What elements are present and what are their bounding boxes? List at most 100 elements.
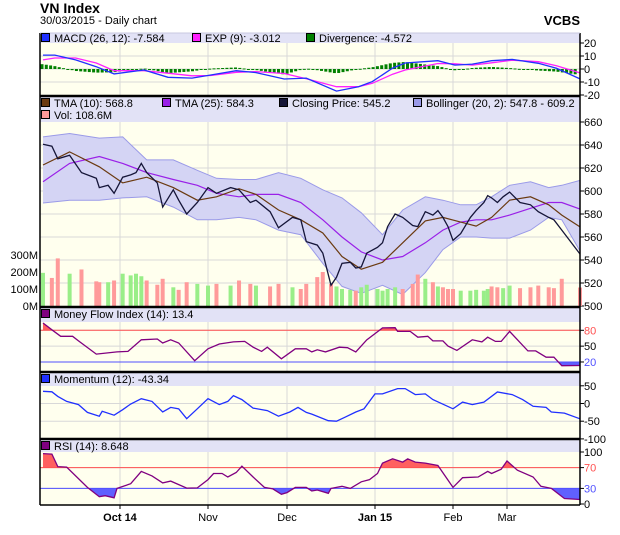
divergence-bar: [513, 68, 517, 70]
divergence-bar: [156, 69, 160, 72]
x-tick-label: Dec: [277, 512, 297, 524]
y-tick-label: -100: [584, 434, 606, 446]
volume-bar: [445, 289, 450, 306]
divergence-bar: [427, 65, 431, 69]
divergence-bar: [483, 67, 487, 69]
legend-swatch: [162, 98, 171, 107]
volume-bar: [353, 290, 358, 306]
momentum-plot-area: [40, 386, 580, 439]
rsi-line: [42, 452, 581, 501]
volume-bar: [481, 290, 486, 306]
y-tick-label: 0: [584, 64, 590, 76]
volume-bar: [106, 282, 111, 306]
mfi-oversold-fill: [558, 361, 580, 366]
divergence-bar: [92, 69, 96, 73]
volume-bar: [40, 272, 45, 306]
divergence-bar: [148, 69, 151, 70]
divergence-bar: [225, 67, 229, 69]
divergence-bar: [182, 69, 186, 72]
y-tick-label: 0: [584, 499, 590, 511]
mfi-line: [42, 322, 581, 367]
x-tick-label: Oct 14: [103, 512, 138, 524]
divergence-bar: [539, 69, 543, 71]
divergence-bar: [393, 62, 397, 69]
divergence-bar: [264, 69, 268, 72]
divergence-bar: [139, 68, 143, 70]
volume-bar: [155, 284, 160, 306]
y-tick-label: 70: [584, 463, 596, 475]
legend-swatch: [41, 441, 50, 450]
legend-rsi: RSI (14): 8.648: [41, 441, 129, 453]
divergence-bar: [530, 69, 534, 71]
divergence-bar: [543, 69, 547, 71]
divergence-bar: [526, 69, 530, 70]
y-tick-label: 640: [584, 140, 602, 152]
divergence-bar: [87, 69, 91, 73]
divergence-bar: [302, 68, 306, 70]
divergence-bar: [281, 69, 285, 75]
divergence-bar: [285, 69, 289, 74]
volume-bar: [176, 289, 181, 306]
divergence-bar: [324, 69, 328, 72]
volume-bar: [435, 286, 440, 306]
divergence-bar: [341, 69, 345, 73]
divergence-bar: [238, 67, 242, 69]
legend-swatch: [41, 309, 50, 318]
legend-macd: MACD (26, 12): -7.584: [41, 33, 165, 45]
y-tick-label: 660: [584, 117, 602, 129]
divergence-bar: [492, 67, 495, 69]
volume-bar: [55, 258, 60, 306]
volume-bar: [237, 280, 242, 306]
divergence-bar: [320, 69, 323, 71]
volume-bar: [334, 286, 339, 306]
volume-bar: [79, 269, 84, 306]
divergence-bar: [66, 69, 70, 70]
volume-bar: [458, 290, 463, 306]
legend-momentum: Momentum (12): -43.34: [41, 374, 169, 386]
divergence-bar: [109, 69, 113, 73]
divergence-bar: [350, 69, 354, 71]
x-tick-label: Feb: [444, 512, 463, 524]
divergence-bar: [436, 66, 440, 69]
divergence-bar: [268, 69, 272, 73]
divergence-bar: [62, 68, 65, 70]
legend-label: Closing Price: 545.2: [292, 98, 391, 110]
divergence-bar: [212, 68, 216, 70]
volume-bar: [160, 278, 165, 306]
divergence-bar: [40, 64, 44, 69]
volume-bar: [348, 289, 353, 306]
volume-bar: [67, 273, 72, 306]
bollinger-upper-line: [42, 132, 581, 236]
legend-label: MACD (26, 12): -7.584: [54, 33, 165, 45]
y-tick-label: -10: [584, 77, 600, 89]
y-tick-label: 20: [584, 38, 596, 50]
divergence-bar: [208, 68, 212, 70]
volume-bar: [94, 281, 99, 306]
legend-swatch: [306, 33, 315, 42]
legend-tma25: TMA (25): 584.3: [162, 98, 254, 110]
legend-swatch: [41, 374, 50, 383]
divergence-bar: [453, 69, 457, 71]
mfi-plot-area: [40, 322, 580, 372]
legend-tma10: TMA (10): 568.8: [41, 98, 133, 110]
volume-bar: [268, 286, 273, 306]
divergence-bar: [449, 69, 452, 70]
volume-bar: [195, 283, 200, 306]
volume-bar: [97, 282, 102, 306]
bollinger-lower-line: [42, 196, 581, 296]
volume-bar: [468, 290, 473, 306]
divergence-bar: [70, 69, 74, 71]
volume-bar: [410, 283, 415, 306]
divergence-bar: [354, 69, 358, 70]
divergence-bar: [152, 69, 156, 71]
volume-bar: [320, 272, 325, 306]
divergence-bar: [135, 69, 139, 70]
exp-line: [42, 57, 581, 88]
divergence-bar: [509, 68, 513, 70]
divergence-bar: [345, 69, 349, 72]
volume-bar: [359, 287, 364, 306]
divergence-bar: [221, 67, 225, 69]
legend-swatch: [192, 33, 201, 42]
divergence-bar: [461, 69, 465, 70]
volume-bar: [518, 288, 523, 306]
